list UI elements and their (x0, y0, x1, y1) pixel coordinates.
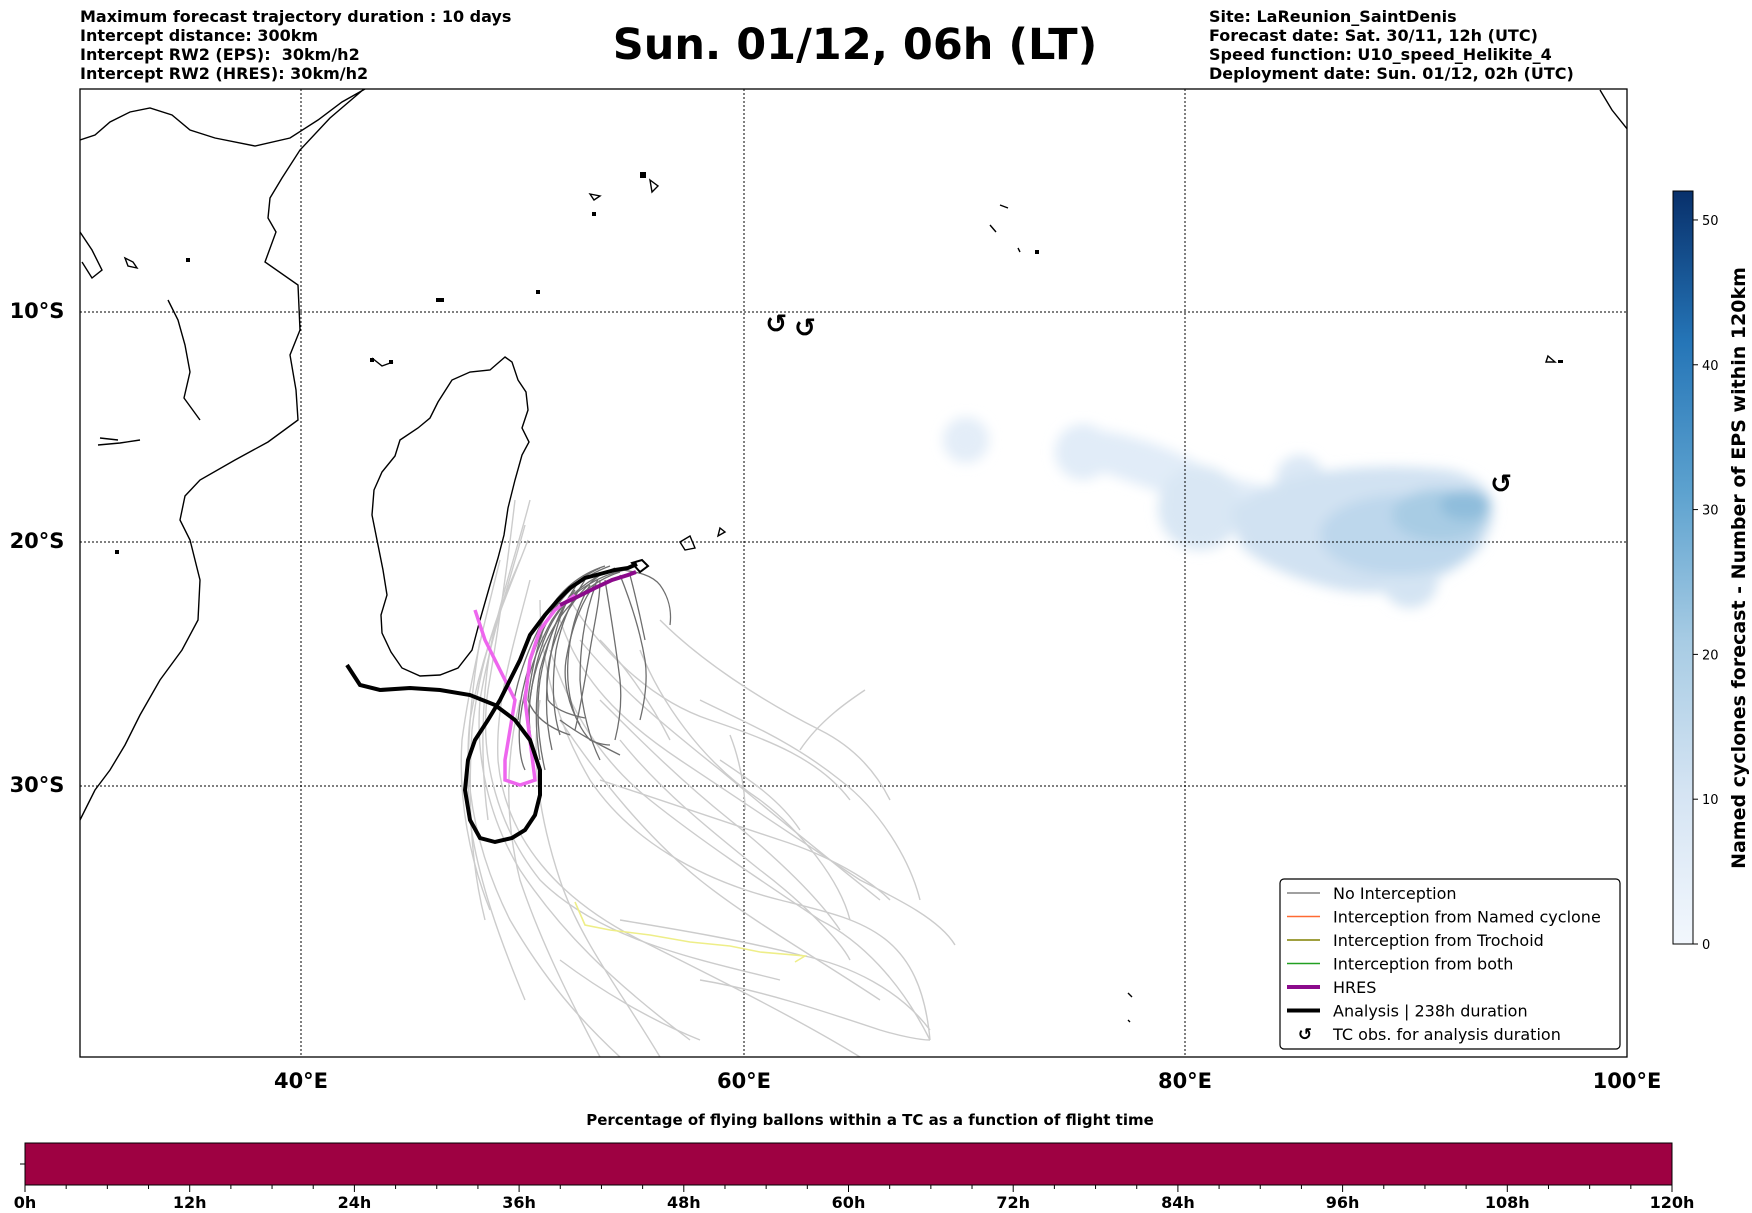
madagascar-coast (371, 356, 530, 677)
cyclone-density-field (943, 417, 1494, 608)
analysis-start (630, 558, 650, 574)
timebar-bar (24, 1142, 1673, 1186)
tc-obs-icon: ↺ (1490, 469, 1512, 499)
header-line: Maximum forecast trajectory duration : 1… (80, 7, 512, 26)
analysis-track (345, 562, 638, 845)
colorbar-tick-label: 30 (1702, 504, 1719, 519)
timebar-tick-label: 60h (832, 1193, 866, 1212)
lon-tick-label: 40°E (274, 1069, 328, 1093)
header-line: Intercept distance: 300km (80, 26, 319, 45)
legend-item: ↺ TC obs. for analysis duration (1298, 1025, 1561, 1045)
colorbar-tick-label: 10 (1702, 793, 1719, 808)
timebar-tick-label: 48h (667, 1193, 701, 1212)
colorbar-scale (1672, 190, 1694, 945)
legend-item: Interception from both (1287, 955, 1513, 974)
timebar-tick-label: 12h (173, 1193, 207, 1212)
timebar-tick-label: 120h (1650, 1193, 1695, 1212)
africa-coast (80, 89, 366, 821)
yellow-track (574, 901, 808, 963)
tc-obs-icon: ↺ (765, 309, 787, 339)
colorbar-label: Named cyclones forecast - Number of EPS … (1728, 267, 1750, 869)
legend-symbol: ↺ (1298, 1025, 1312, 1045)
axis-labels: 40°E 60°E 80°E 100°E 10°S 20°S 30°S (10, 299, 1662, 1093)
legend-box (1279, 878, 1621, 1050)
legend-item: Interception from Trochoid (1287, 931, 1544, 950)
legend-label: Analysis | 238h duration (1333, 1002, 1528, 1021)
lon-tick-label: 60°E (717, 1069, 771, 1093)
small-islands (115, 172, 1563, 554)
lat-tick-label: 30°S (10, 773, 65, 797)
header-line: Intercept RW2 (HRES): 30km/h2 (80, 64, 369, 83)
legend-item: Analysis | 238h duration (1287, 1002, 1528, 1021)
lon-tick-label: 100°E (1593, 1069, 1662, 1093)
timebar-tick-label: 84h (1161, 1193, 1195, 1212)
tc-observations: ↺ ↺↺ (765, 309, 1512, 499)
colorbar: 0 10 20 30 40 50 Named cyclones forecast - Nu… (1672, 190, 1750, 953)
legend-label: Interception from Trochoid (1333, 931, 1544, 950)
timebar-title: Percentage of flying ballons within a TC… (586, 1111, 1154, 1129)
header-line: Forecast date: Sat. 30/11, 12h (UTC) (1209, 26, 1538, 45)
timebar-tick-label: 0h (14, 1193, 37, 1212)
colorbar-tick-label: 40 (1702, 359, 1719, 374)
timebar-tick-label: 96h (1326, 1193, 1360, 1212)
legend-label: Interception from Named cyclone (1333, 908, 1601, 927)
lat-tick-label: 20°S (10, 529, 65, 553)
map-frame (79, 88, 1628, 1058)
legend-label: Interception from both (1333, 955, 1513, 974)
timebar-tick-label: 24h (338, 1193, 372, 1212)
timebar-tick-label: 108h (1485, 1193, 1530, 1212)
colorbar-tick-label: 20 (1702, 648, 1719, 663)
legend-item: HRES (1287, 978, 1376, 997)
header-line: Site: LaReunion_SaintDenis (1209, 7, 1457, 26)
lon-tick-label: 80°E (1158, 1069, 1212, 1093)
header-line: Speed function: U10_speed_Helikite_4 (1209, 45, 1552, 64)
colorbar-tick-label: 0 (1702, 938, 1710, 953)
timebar-tick-label: 72h (996, 1193, 1030, 1212)
timebar: Percentage of flying ballons within a TC… (14, 1111, 1695, 1212)
lat-tick-label: 10°S (10, 299, 65, 323)
legend-item: No Interception (1287, 884, 1457, 903)
header-line: Deployment date: Sun. 01/12, 02h (UTC) (1209, 64, 1574, 83)
faded-tracks (460, 499, 956, 1057)
page-title: Sun. 01/12, 06h (LT) (612, 20, 1098, 70)
legend-label: No Interception (1333, 884, 1457, 903)
timebar-tick-label: 36h (502, 1193, 536, 1212)
colorbar-tick-label: 50 (1702, 214, 1719, 229)
legend-label: TC obs. for analysis duration (1332, 1025, 1561, 1044)
header-left-info: Maximum forecast trajectory duration : 1… (80, 7, 511, 83)
tc-obs-icon: ↺ (794, 314, 816, 344)
legend-label: HRES (1333, 978, 1376, 997)
legend: No Interception Interception from Named c… (1279, 878, 1621, 1050)
coastlines (80, 89, 1627, 1023)
legend-item: Interception from Named cyclone (1287, 908, 1601, 927)
header-line: Intercept RW2 (EPS): 30km/h2 (80, 45, 360, 64)
gridlines (80, 89, 1627, 1057)
header-right-info: Site: LaReunion_SaintDenis Forecast date… (1209, 7, 1574, 83)
hres-track (559, 570, 637, 607)
